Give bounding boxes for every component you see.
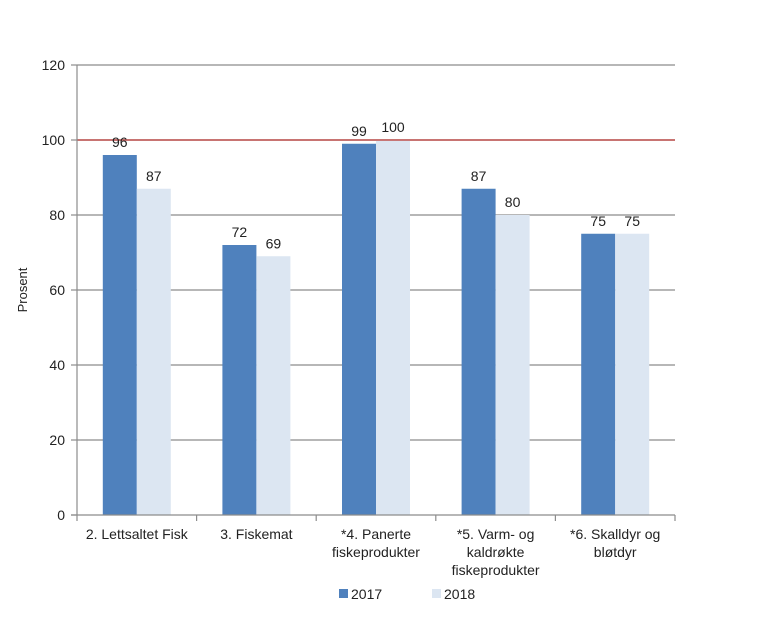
data-label-2018: 75 [624,213,640,229]
legend-label-2018: 2018 [444,586,475,602]
y-tick-label: 60 [49,282,65,298]
data-label-2017: 72 [232,224,248,240]
legend-swatch-2018 [432,589,441,598]
x-category-label: 2. Lettsaltet Fisk [86,526,189,542]
data-label-2018: 69 [266,235,282,251]
bar-2017 [102,155,137,515]
y-tick-label: 40 [49,357,65,373]
legend-swatch-2017 [339,589,348,598]
data-label-2018: 87 [146,168,162,184]
y-tick-label: 0 [57,507,65,523]
x-category-label: 3. Fiskemat [220,526,292,542]
y-axis-title: Prosent [15,267,30,312]
bar-2018 [376,140,410,515]
bar-2017 [222,245,257,515]
legend: 2017 2018 [339,586,475,602]
bar-2018 [615,233,650,515]
x-category-label: *5. Varm- og kaldrøkte fiskeprodukter [452,526,540,578]
data-label-2017: 99 [351,123,367,139]
x-axis-category-labels: 2. Lettsaltet Fisk 3. Fiskemat *4. Panerte… [86,526,661,578]
bar-2017 [461,188,496,515]
x-category-label: *4. Panerte fiskeprodukter [332,526,420,560]
bar-2018 [136,188,171,515]
y-tick-label: 80 [49,207,65,223]
bar-2017 [581,233,616,515]
data-label-2018: 80 [505,194,521,210]
data-label-2018: 100 [381,119,405,135]
axes [71,65,676,521]
data-label-2017: 96 [112,134,128,150]
bar-series [102,140,650,515]
bar-2018 [495,215,530,515]
data-labels: 96 87 72 69 99 100 87 80 75 75 [112,119,640,251]
data-label-2017: 87 [471,168,487,184]
y-tick-label: 120 [42,57,66,73]
y-axis-tick-labels: 0 20 40 60 80 100 120 [42,57,66,523]
y-tick-label: 20 [49,432,65,448]
y-tick-label: 100 [42,132,66,148]
bar-2018 [256,256,291,515]
data-label-2017: 75 [590,213,606,229]
x-category-label: *6. Skalldyr og bløtdyr [570,526,660,560]
bar-2017 [342,143,376,515]
legend-label-2017: 2017 [351,586,382,602]
